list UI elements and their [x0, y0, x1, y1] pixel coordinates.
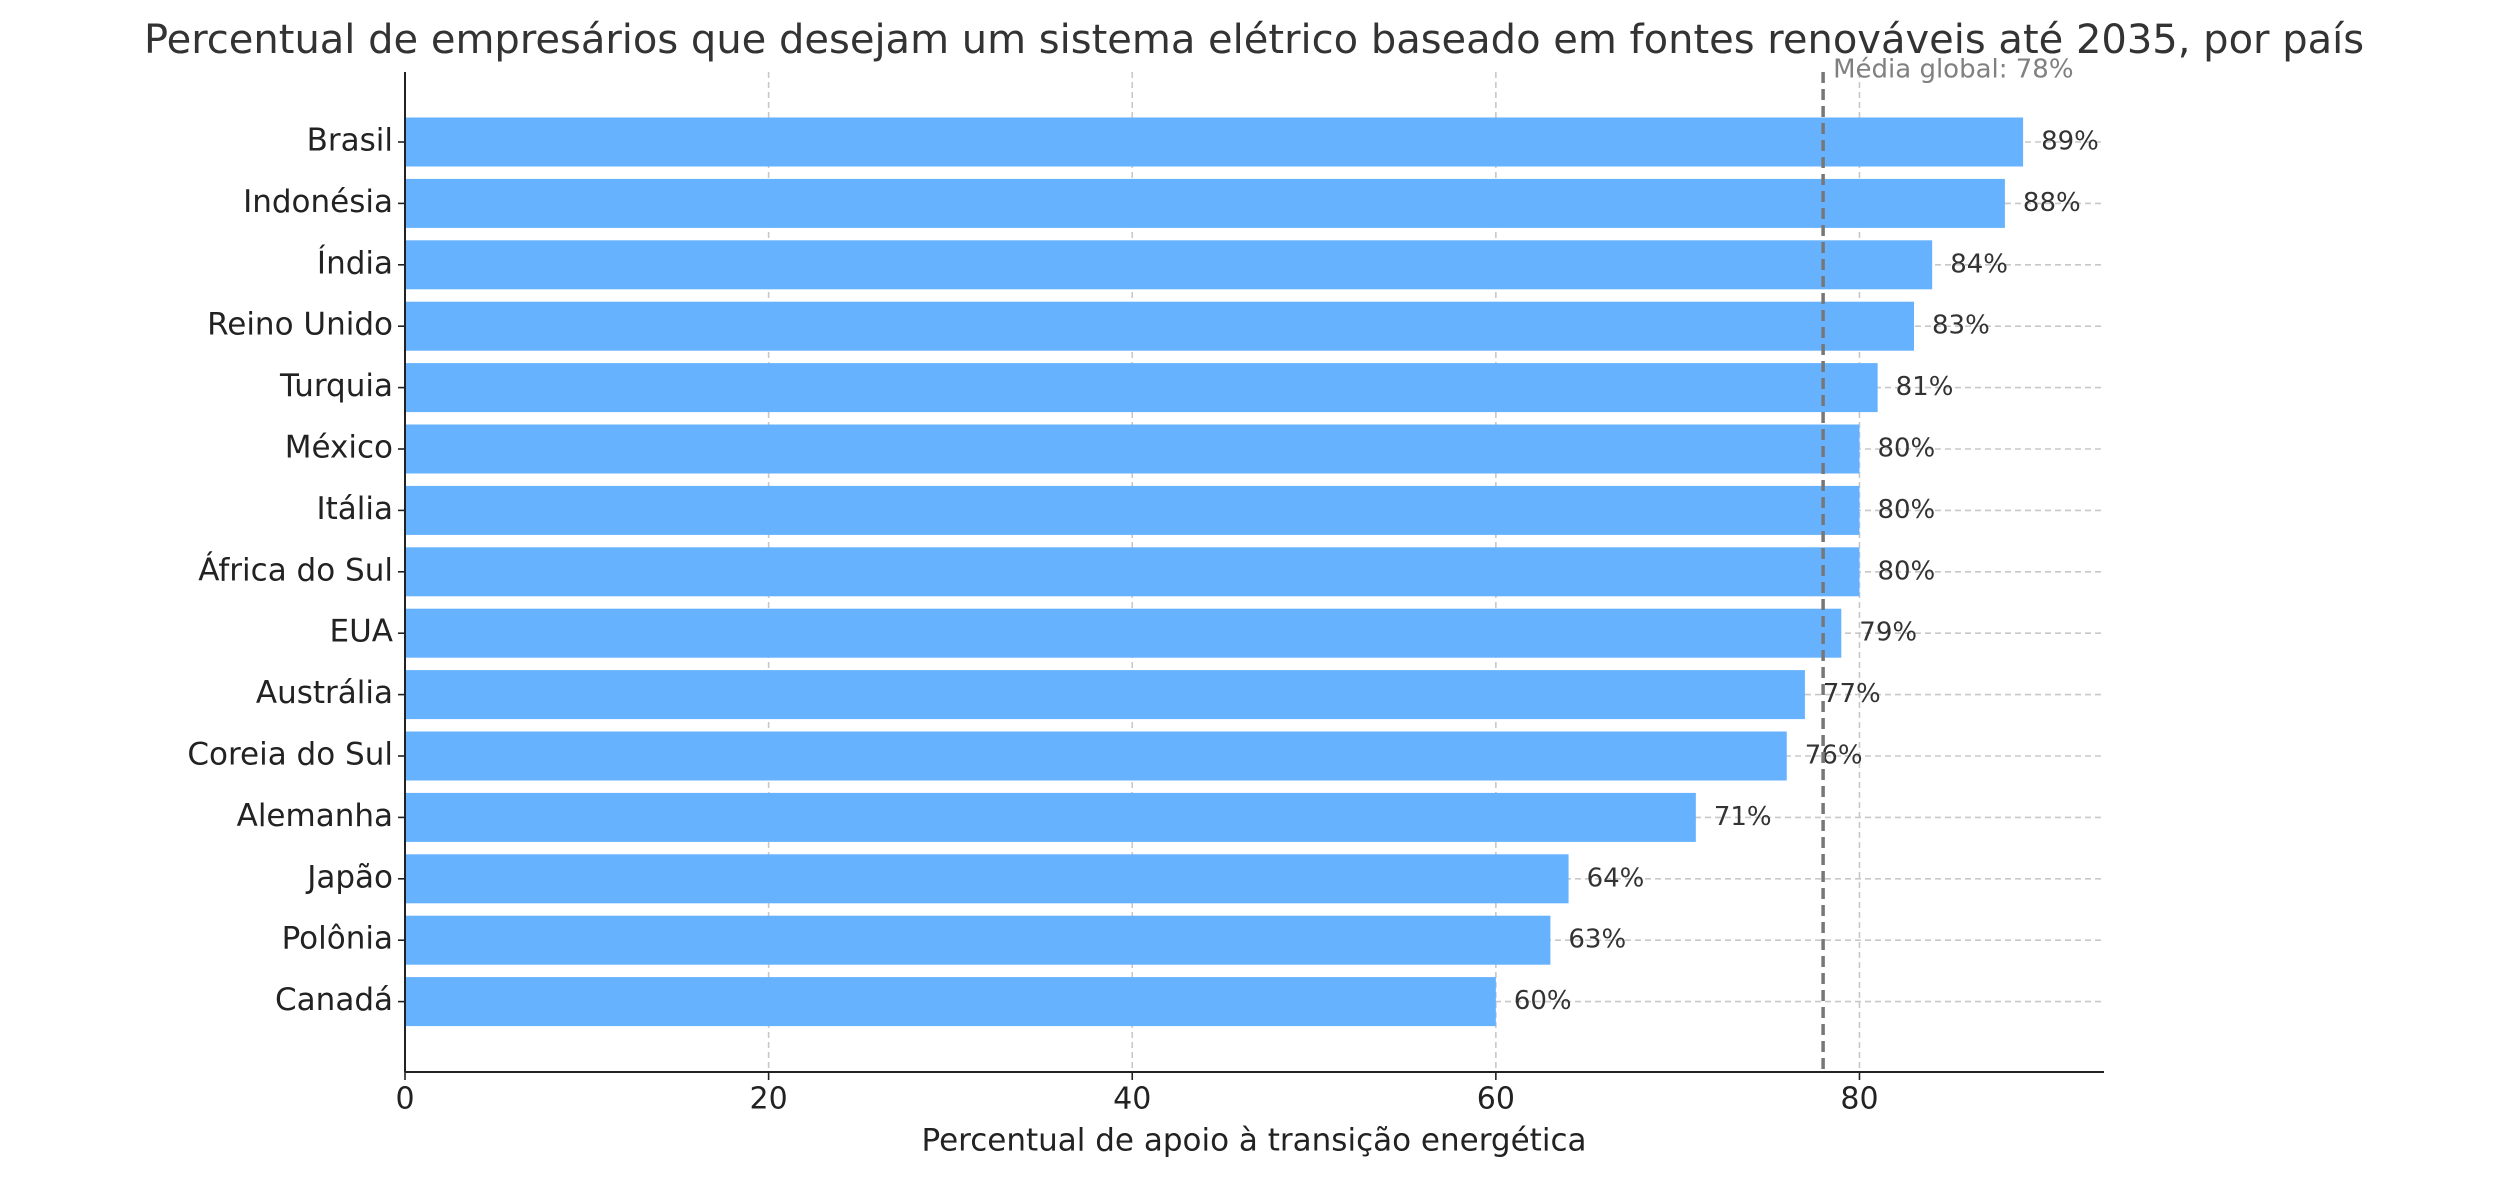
value-label: 64%	[1587, 863, 1645, 893]
value-label: 63%	[1568, 925, 1626, 955]
value-label: 81%	[1896, 372, 1954, 402]
bar	[405, 670, 1805, 720]
value-label: 77%	[1823, 679, 1881, 709]
value-label: 88%	[2023, 188, 2081, 218]
bar	[405, 424, 1860, 474]
bar	[405, 608, 1842, 658]
bar	[405, 178, 2005, 228]
value-label: 79%	[1859, 618, 1917, 648]
y-tick-label: África do Sul	[198, 552, 393, 588]
bar	[405, 547, 1860, 597]
x-tick-label: 60	[1477, 1082, 1515, 1117]
y-tick-label: Reino Unido	[207, 307, 393, 343]
y-tick-label: Austrália	[256, 675, 393, 711]
y-tick-label: Canadá	[275, 982, 393, 1018]
bar	[405, 977, 1496, 1027]
y-tick-label: Indonésia	[243, 184, 393, 220]
bar	[405, 240, 1933, 290]
y-tick-label: Japão	[305, 859, 393, 895]
value-label: 76%	[1805, 741, 1863, 771]
value-label: 84%	[1950, 249, 2008, 279]
bar	[405, 731, 1787, 781]
chart-title: Percentual de empresários que desejam um…	[144, 17, 2364, 63]
bar	[405, 485, 1860, 535]
value-label: 71%	[1714, 802, 1772, 832]
value-label: 60%	[1514, 986, 1572, 1016]
x-tick-label: 40	[1113, 1082, 1151, 1117]
y-tick-label: EUA	[330, 614, 393, 650]
y-tick-label: Itália	[316, 491, 393, 527]
y-tick-label: Coreia do Sul	[187, 737, 393, 773]
mean-label: Média global: 78%	[1833, 55, 2073, 85]
bar	[405, 915, 1551, 965]
value-label: 80%	[1877, 495, 1935, 525]
y-tick-label: Turquia	[279, 368, 393, 404]
y-tick-label: Alemanha	[237, 798, 393, 834]
value-label: 89%	[2041, 127, 2099, 157]
x-tick-label: 20	[750, 1082, 788, 1117]
x-tick-label: 0	[395, 1082, 414, 1117]
bar	[405, 363, 1878, 413]
bar	[405, 117, 2024, 167]
value-label: 80%	[1877, 556, 1935, 586]
y-tick-label: México	[285, 430, 393, 466]
y-tick-label: Polônia	[282, 921, 393, 957]
value-label: 83%	[1932, 311, 1990, 341]
bar	[405, 792, 1696, 842]
x-axis-label: Percentual de apoio à transição energéti…	[921, 1123, 1586, 1159]
y-tick-label: Brasil	[307, 123, 393, 159]
bar	[405, 301, 1915, 351]
x-tick-label: 80	[1840, 1082, 1878, 1117]
y-tick-label: Índia	[317, 245, 393, 281]
value-label: 80%	[1877, 434, 1935, 464]
bar	[405, 854, 1569, 904]
